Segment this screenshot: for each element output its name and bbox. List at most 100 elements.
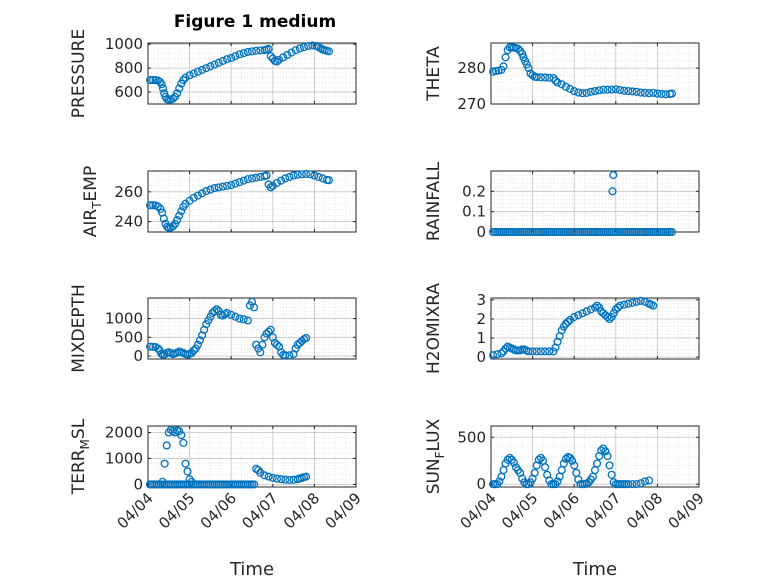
y-tick-label: 0	[476, 475, 486, 493]
data-point	[289, 171, 298, 180]
data-point	[601, 447, 610, 456]
data-point	[272, 57, 282, 66]
data-point	[306, 170, 315, 179]
y-tick-label: 0	[476, 223, 486, 241]
data-point	[620, 86, 629, 95]
y-axis-label: PRESSURE	[69, 29, 89, 118]
data-point	[524, 480, 533, 489]
data-point	[243, 316, 252, 325]
data-point	[530, 468, 539, 477]
data-point	[285, 351, 294, 360]
data-point	[285, 172, 294, 182]
data-point	[148, 76, 158, 85]
data-point	[534, 455, 543, 464]
y-tick-label: 280	[457, 59, 486, 77]
data-point	[227, 181, 236, 190]
data-point	[187, 477, 196, 486]
data-point	[218, 311, 227, 320]
data-point	[159, 214, 168, 223]
data-point	[632, 297, 641, 306]
data-point	[324, 176, 334, 185]
data-point	[611, 85, 620, 94]
data-point	[177, 431, 186, 440]
data-point	[175, 84, 184, 93]
y-tick-label: 0	[133, 475, 143, 493]
data-point	[565, 84, 575, 93]
data-point	[177, 207, 186, 216]
data-point	[570, 87, 579, 96]
data-point	[239, 315, 248, 324]
y-tick-label: 240	[114, 213, 143, 231]
data-point	[231, 179, 240, 188]
data-point	[657, 89, 666, 99]
data-point	[302, 169, 311, 179]
data-point	[557, 80, 566, 89]
y-tick-label: 500	[114, 328, 143, 346]
data-point	[162, 441, 171, 450]
x-tick-label: 04/07	[581, 489, 624, 532]
data-point	[181, 459, 190, 468]
data-point	[264, 327, 273, 336]
subplot-air-temp: 240 260 AIRTEMP	[81, 166, 357, 237]
data-point	[524, 64, 533, 73]
data-point	[235, 314, 244, 323]
data-point	[528, 71, 537, 80]
y-tick-label: 0	[133, 347, 143, 365]
data-point	[198, 189, 207, 198]
data-point	[193, 191, 202, 200]
data-point	[620, 300, 629, 309]
data-point	[206, 62, 215, 71]
data-point	[532, 347, 541, 356]
x-tick-label: 04/05	[498, 489, 541, 532]
data-point	[304, 41, 313, 51]
data-point	[603, 451, 612, 461]
data-point	[509, 458, 518, 467]
data-point	[227, 310, 236, 319]
data-point	[239, 176, 248, 185]
data-point	[168, 94, 178, 103]
x-tick-label: 04/04	[114, 489, 157, 532]
data-point	[636, 479, 645, 488]
y-axis-label: TERRMSL	[69, 418, 92, 495]
data-point	[293, 170, 302, 179]
data-point	[599, 85, 608, 94]
x-tick-label: 04/07	[238, 489, 281, 532]
y-axis-label: THETA	[424, 46, 444, 102]
data-point	[574, 475, 583, 484]
y-tick-label: 1000	[105, 35, 143, 53]
data-point	[179, 438, 188, 447]
data-point	[582, 307, 591, 316]
data-point	[218, 56, 227, 65]
data-point	[578, 89, 587, 98]
figure-title: Figure 1 medium	[173, 12, 337, 32]
axes-frame	[147, 42, 357, 105]
axes-frame	[147, 170, 357, 233]
data-point	[243, 175, 252, 184]
data-point	[266, 183, 275, 192]
data-point	[586, 305, 595, 314]
data-point	[239, 49, 248, 58]
data-point	[553, 78, 562, 87]
y-tick-label: 260	[114, 183, 143, 201]
data-point	[183, 467, 192, 476]
data-point	[551, 76, 560, 85]
axes-frame	[490, 170, 700, 233]
data-point	[640, 477, 649, 486]
y-tick-label: 1000	[105, 449, 143, 467]
data-point	[262, 171, 271, 180]
data-point	[193, 340, 202, 349]
data-point	[168, 222, 178, 231]
data-point	[252, 46, 261, 55]
data-point	[247, 47, 257, 56]
data-point	[272, 340, 282, 349]
y-tick-label: 2000	[105, 423, 143, 441]
data-point	[653, 89, 662, 98]
data-point	[593, 459, 602, 468]
data-point	[324, 47, 334, 56]
data-point	[536, 73, 545, 82]
data-point	[667, 89, 677, 98]
data-point	[640, 88, 649, 97]
